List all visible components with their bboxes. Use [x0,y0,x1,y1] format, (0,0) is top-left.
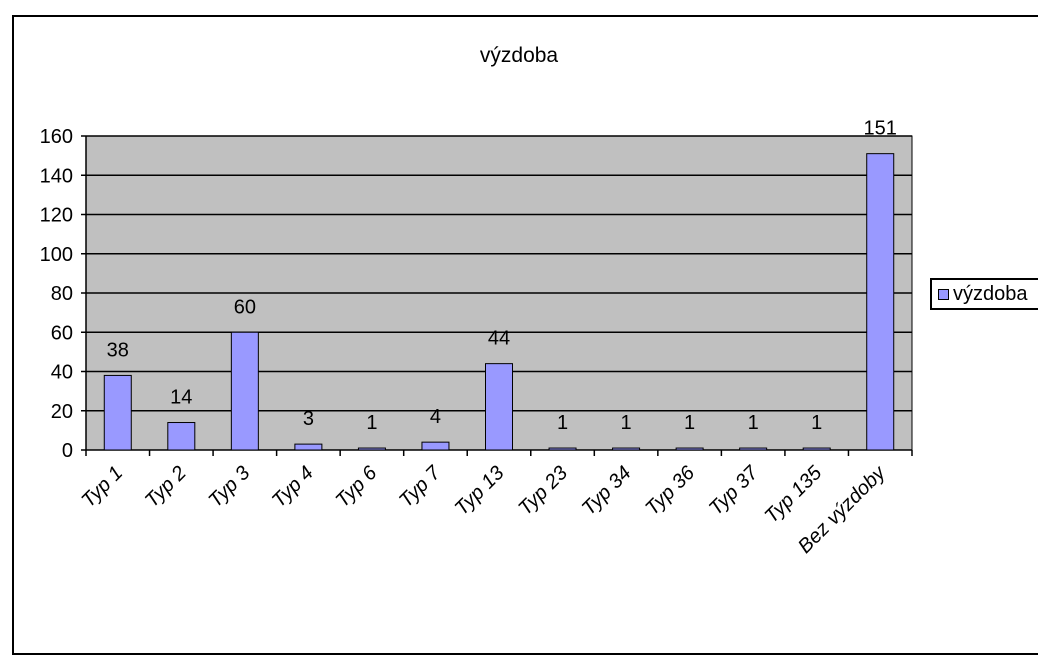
data-label: 14 [170,387,192,409]
y-tick-label: 160 [40,126,73,148]
bar [548,447,577,451]
x-tick-label: Typ 135 [761,461,827,527]
y-tick-label: 120 [40,205,73,227]
data-label: 60 [234,296,256,318]
bar [103,374,132,451]
data-label: 38 [107,339,129,361]
x-tick-label: Typ 1 [77,462,127,512]
data-label: 1 [811,412,822,434]
y-tick-label: 80 [51,283,73,305]
x-tick-label: Typ 13 [451,462,509,520]
y-tick-label: 20 [51,401,73,423]
legend: výzdoba [930,278,1038,310]
legend-swatch [938,288,949,300]
y-tick-label: 100 [40,244,73,266]
bar [485,363,513,451]
x-tick-label: Typ 37 [705,461,763,519]
data-label: 1 [684,412,695,434]
bar [739,447,768,451]
data-label: 3 [303,408,314,430]
y-tick-label: 0 [62,440,73,462]
x-tick-label: Typ 36 [641,461,699,519]
bar [802,447,831,451]
data-label: 151 [864,118,897,140]
x-tick-label: Typ 3 [204,462,254,512]
bar [357,447,386,451]
bar [866,153,895,451]
x-tick-label: Typ 6 [332,461,382,511]
y-tick-label: 60 [51,322,73,344]
bar [294,443,323,451]
data-label: 44 [488,328,510,350]
bar [675,447,704,451]
x-tick-label: Typ 34 [578,462,636,520]
data-label: 1 [748,412,759,434]
chart-title: výzdoba [479,44,559,67]
x-tick-label: Typ 2 [141,462,191,512]
data-label: 1 [557,412,568,434]
data-label: 4 [430,406,441,428]
y-tick-label: 40 [51,362,73,384]
bar [421,441,450,451]
y-tick-label: 140 [40,165,73,187]
bar [230,331,259,451]
x-tick-label: Typ 7 [395,461,445,511]
data-label: 1 [366,412,377,434]
bar [167,422,196,451]
x-tick-label: Typ 23 [514,462,572,520]
x-tick-label: Typ 4 [268,462,318,512]
legend-label: výzdoba [953,282,1028,305]
data-label: 1 [621,412,632,434]
bar [612,447,641,451]
